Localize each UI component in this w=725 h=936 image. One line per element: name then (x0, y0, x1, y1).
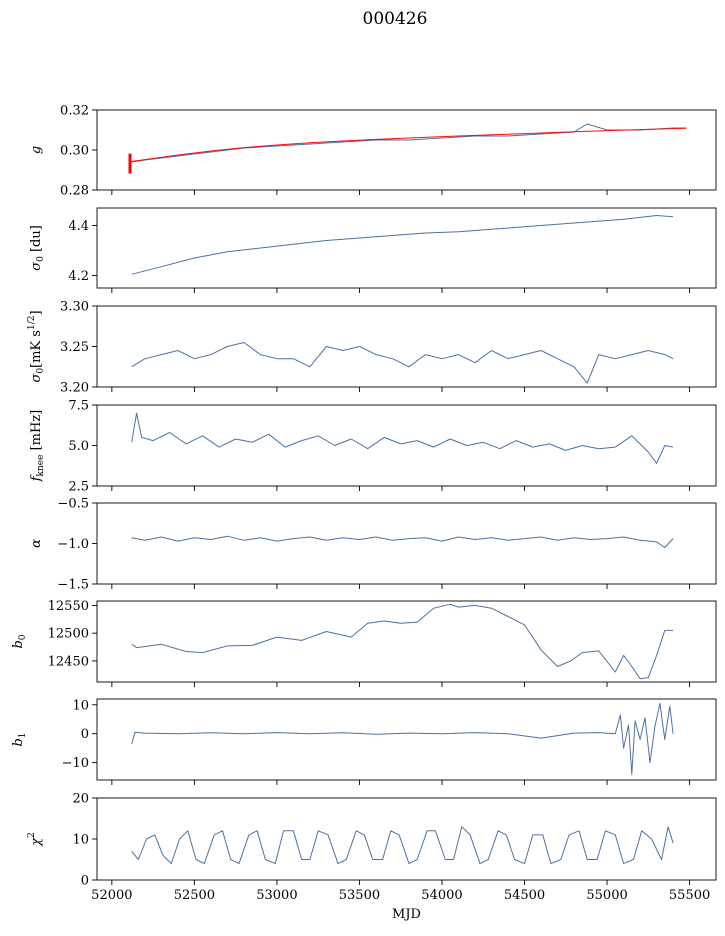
ytick-label-b0: 12550 (48, 599, 89, 614)
axes-frame-b1 (96, 698, 717, 781)
ytick-label-b0: 12500 (48, 627, 89, 642)
series-alpha (131, 535, 674, 548)
figure-title: 000426 (363, 9, 428, 29)
ytick-label-b1: 10 (72, 698, 89, 713)
ytick-label-b0: 12450 (48, 654, 89, 669)
panel-alpha: −1.5 −1.0 −0.5 α (29, 497, 717, 593)
xtick-label: 54500 (504, 888, 545, 903)
ytick-label-alpha: −1.5 (57, 578, 89, 593)
ytick-label-chi2: 10 (72, 833, 89, 848)
ytick-label-fknee: 2.5 (68, 480, 89, 495)
axes-frame-alpha (96, 502, 717, 585)
ylabel-b0: b0 (11, 634, 28, 648)
ytick-label-fknee: 5.0 (68, 439, 89, 454)
ytick-label-sigma0_du: 4.2 (68, 269, 89, 284)
series-b0 (131, 603, 674, 680)
ylabel-sigma0_du: σ0 [du] (29, 225, 46, 271)
ytick-label-alpha: −1.0 (57, 537, 89, 552)
ylabel-alpha: α (29, 539, 44, 548)
xlabel: MJD (392, 907, 421, 922)
ylabel-sigma0_mK: σ0[mK s1/2] (27, 310, 46, 382)
ytick-label-sigma0_mK: 3.25 (60, 340, 89, 355)
ytick-label-g: 0.28 (60, 184, 89, 199)
series-fit (129, 127, 687, 163)
ylabel-g: g (29, 146, 44, 154)
axes-frame-sigma0_mK (96, 305, 717, 388)
series-g (131, 123, 687, 163)
ytick-label-sigma0_mK: 3.30 (60, 300, 89, 315)
xtick-label: 55500 (669, 888, 710, 903)
ytick-label-chi2: 0 (81, 874, 89, 889)
panel-fknee: 2.5 5.0 7.5 fknee [mHz] (29, 399, 717, 495)
xtick-label: 53000 (256, 888, 297, 903)
axes-frame-b0 (96, 600, 717, 683)
series-sigma0_mK (131, 342, 674, 384)
xtick-label: 52500 (174, 888, 215, 903)
ytick-label-g: 0.32 (60, 104, 89, 119)
series-chi2 (131, 826, 674, 865)
series-sigma0 (131, 215, 674, 275)
ytick-label-b1: 0 (81, 727, 89, 742)
ylabel-chi2: χ2 (27, 832, 44, 847)
ytick-label-sigma0_mK: 3.20 (60, 381, 89, 396)
xtick-label: 54000 (421, 888, 462, 903)
xtick-label: 53500 (339, 888, 380, 903)
panel-b1: −10 0 10 b1 (11, 698, 717, 785)
ytick-label-chi2: 20 (72, 792, 89, 807)
panel-sigma0_du: 4.2 4.4 σ0 [du] (29, 207, 717, 293)
panel-g: 0.28 0.30 0.32 g (29, 104, 717, 199)
axes-frame-g (96, 109, 717, 191)
ylabel-b1: b1 (11, 732, 28, 746)
ytick-label-fknee: 7.5 (68, 399, 89, 414)
ytick-label-alpha: −0.5 (57, 497, 89, 512)
ytick-label-sigma0_du: 4.4 (68, 219, 89, 234)
panel-b0: 12450 12500 12550 b0 (11, 599, 717, 687)
axes-frame-fknee (96, 404, 717, 487)
axes-frame-sigma0_du (96, 207, 717, 289)
series-b1 (131, 702, 674, 775)
panel-sigma0_mK: 3.20 3.25 3.30 σ0[mK s1/2] (27, 300, 717, 396)
ylabel-fknee: fknee [mHz] (29, 410, 46, 483)
panel-chi2: 0 10 20 52000 52500 53000 53500 54000 54500 55000… (27, 792, 717, 922)
ytick-label-b1: −10 (62, 756, 89, 771)
xtick-label: 55000 (586, 888, 627, 903)
series-fknee (131, 412, 674, 464)
ytick-label-g: 0.30 (60, 144, 89, 159)
xtick-label: 52000 (91, 888, 132, 903)
